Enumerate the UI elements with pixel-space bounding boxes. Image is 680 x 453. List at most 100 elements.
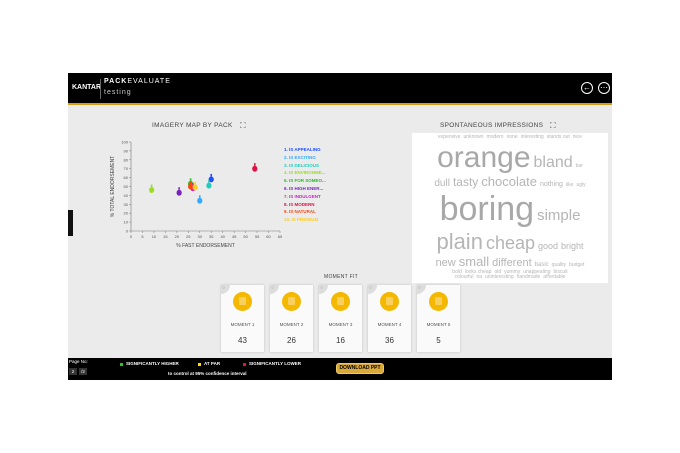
moment-label: MOMENT 5: [426, 322, 451, 327]
cloud-word[interactable]: budget: [569, 261, 585, 268]
cloud-word[interactable]: interesting: [520, 133, 544, 140]
more-icon[interactable]: ⋯: [598, 82, 610, 94]
legend-item[interactable]: 5. IS FOR SOMEO...: [284, 178, 326, 184]
scatter-chart: 0 5 10 15 20 25 30 35 40 45 50 55 60 65 0 10 20 30 40 50 60 7…: [110, 140, 283, 250]
word-cloud-row: expensive unknown modern none interesting sta…: [437, 133, 584, 141]
info-icon[interactable]: ○: [368, 285, 377, 294]
cloud-word[interactable]: good: [537, 241, 559, 252]
cloud-word[interactable]: colourful: [454, 274, 474, 281]
info-icon[interactable]: ○: [417, 285, 426, 294]
pack-marker: [253, 163, 256, 166]
x-axis-label: % FAST ENDORSEMENT: [176, 243, 235, 249]
word-cloud-row: boring simple: [438, 190, 582, 229]
cloud-word[interactable]: expensive: [438, 133, 461, 140]
confidence-note: to control at 95% confidence interval: [168, 371, 247, 376]
pack-marker: [178, 187, 180, 190]
legend-higher: SIGNIFICANTLY HIGHER: [126, 361, 179, 366]
info-icon[interactable]: ○: [221, 285, 230, 294]
pack-marker: [210, 173, 213, 177]
x-tick-label: 20: [175, 234, 180, 239]
info-icon[interactable]: ○: [319, 285, 328, 294]
y-tick-label: 100: [121, 140, 128, 145]
footer: Page No: 2 /2 SIGNIFICANTLY HIGHER AT PA…: [68, 358, 612, 380]
cloud-word[interactable]: bar: [575, 162, 583, 169]
moment-label: MOMENT 1: [230, 322, 255, 327]
pack-marker: [189, 181, 192, 184]
cloud-word[interactable]: new: [435, 256, 456, 269]
y-tick-label: 20: [124, 211, 129, 216]
cloud-word[interactable]: yummy: [504, 268, 521, 275]
info-icon[interactable]: ○: [270, 285, 279, 294]
cloud-word[interactable]: bland: [533, 153, 573, 171]
divider: [100, 79, 101, 99]
cloud-word[interactable]: tasty: [452, 175, 479, 190]
legend-item[interactable]: 7. IS INDULGENT: [284, 193, 321, 199]
cloud-word[interactable]: boring: [439, 190, 535, 229]
cloud-word[interactable]: small: [458, 253, 490, 269]
moment-card[interactable]: ○ MOMENT 4 36: [368, 285, 411, 352]
cloud-word[interactable]: stands out: [546, 133, 570, 140]
legend-item[interactable]: 2. IS EXCITING: [284, 154, 316, 160]
legend-item[interactable]: 8. IS MODERN: [284, 201, 315, 207]
cloud-word[interactable]: nice: [572, 133, 582, 140]
y-tick-label: 80: [124, 157, 129, 162]
data-point: [192, 184, 198, 191]
cloud-word[interactable]: cheap: [485, 233, 535, 254]
cloud-word[interactable]: plain: [436, 229, 483, 255]
legend-item[interactable]: 1. IS APPEALING: [284, 147, 321, 152]
legend-item[interactable]: 6. IS HIGH ENER...: [284, 186, 324, 191]
cloud-word[interactable]: bold: [452, 268, 462, 275]
y-tick-label: 40: [124, 193, 129, 198]
word-cloud-row: new small different basic quality budget: [434, 253, 586, 270]
cloud-word[interactable]: biscuit: [553, 268, 568, 275]
legend-item[interactable]: 3. IS DELICIOUS: [284, 162, 320, 168]
legend-item[interactable]: 9. IS NATURAL: [284, 209, 316, 215]
cloud-word[interactable]: dull: [434, 178, 450, 190]
download-ppt-button[interactable]: DOWNLOAD PPT: [336, 363, 384, 374]
moment-card[interactable]: ○ MOMENT 5 5: [417, 285, 460, 352]
y-tick-label: 30: [124, 202, 129, 207]
cloud-word[interactable]: unappealing: [523, 268, 551, 275]
cloud-word[interactable]: simple: [537, 207, 581, 225]
moment-card[interactable]: ○ MOMENT 2 26: [270, 285, 313, 352]
word-cloud-row: bold looks cheap old yummy unappealing biscui…: [451, 268, 569, 276]
cloud-word[interactable]: basic: [534, 261, 549, 268]
app-window: KANTAR PACKEVALUATE testing ← ⋯ IMAGERY …: [68, 73, 612, 380]
legend-item[interactable]: 10. IS PREMIUM: [284, 217, 319, 223]
cloud-word[interactable]: unknown: [463, 133, 484, 140]
y-tick-label: 90: [124, 148, 129, 153]
x-tick-label: 0: [130, 234, 133, 239]
cloud-word[interactable]: quality: [551, 261, 567, 268]
moment-label: MOMENT 2: [279, 322, 304, 327]
expand-icon[interactable]: ⛶: [240, 121, 246, 130]
cloud-word[interactable]: old: [494, 268, 502, 275]
legend-item[interactable]: 4. IS ENVIRONME...: [284, 170, 326, 176]
cloud-word[interactable]: na: [476, 274, 483, 281]
side-handle[interactable]: [68, 210, 73, 236]
cloud-word[interactable]: ugly: [576, 182, 586, 189]
moment-card[interactable]: ○ MOMENT 1 43: [221, 285, 264, 352]
moment-value: 43: [238, 336, 247, 345]
lower-swatch: [243, 363, 246, 366]
moment-card[interactable]: ○ MOMENT 3 16: [319, 285, 362, 352]
cloud-word[interactable]: bright: [561, 241, 584, 252]
cloud-word[interactable]: affordable: [543, 274, 566, 281]
cloud-word[interactable]: handmade: [516, 274, 541, 281]
cloud-word[interactable]: none: [506, 133, 518, 140]
cloud-word[interactable]: modern: [486, 133, 504, 140]
cloud-word[interactable]: like: [565, 182, 574, 189]
x-tick-label: 25: [186, 234, 191, 239]
data-point: [197, 197, 203, 204]
cloud-word[interactable]: orange: [437, 140, 531, 174]
back-arrow-icon[interactable]: ←: [581, 82, 593, 94]
cloud-word[interactable]: nothing: [539, 181, 563, 189]
x-tick-label: 65: [278, 234, 283, 239]
cloud-word[interactable]: uninteresting: [485, 274, 514, 281]
page-number[interactable]: 2: [69, 368, 77, 375]
cloud-word[interactable]: chocolate: [481, 174, 537, 190]
moment-icon: [429, 292, 448, 311]
expand-icon[interactable]: ⛶: [550, 121, 556, 130]
cloud-word[interactable]: looks cheap: [464, 268, 492, 275]
cloud-word[interactable]: different: [492, 256, 532, 269]
x-tick-label: 40: [220, 234, 225, 239]
